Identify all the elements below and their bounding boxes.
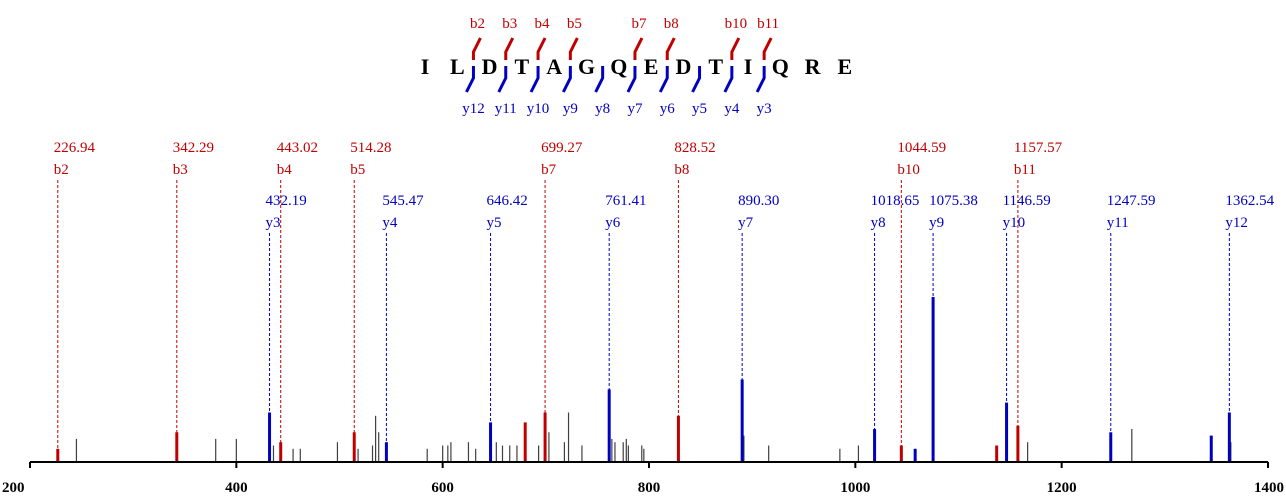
b-ion-mz-label: 443.02 bbox=[277, 140, 318, 156]
sequence-y-ion-label: y4 bbox=[724, 101, 740, 117]
y-ion-mz-label: 1146.59 bbox=[1003, 193, 1051, 209]
sequence-y-cleavage-mark bbox=[658, 66, 669, 93]
x-axis-tick-label: 400 bbox=[225, 480, 248, 496]
sequence-y-ion-label: y8 bbox=[595, 101, 610, 117]
sequence-b-cleavage-mark bbox=[762, 37, 773, 60]
sequence-residue: R bbox=[805, 54, 822, 79]
sequence-residue: T bbox=[515, 54, 530, 79]
y-ion-mz-label: 432.19 bbox=[266, 193, 307, 209]
y-ion-mz-label: 1362.54 bbox=[1225, 193, 1274, 209]
y-ion-name-label: y6 bbox=[605, 215, 621, 231]
y-ion-name-label: y8 bbox=[871, 215, 886, 231]
sequence-b-ion-label: b4 bbox=[535, 16, 551, 32]
sequence-b-cleavage-mark bbox=[536, 37, 547, 60]
sequence-y-ion-label: y6 bbox=[660, 101, 676, 117]
sequence-y-cleavage-mark bbox=[529, 66, 540, 93]
b-ion-name-label: b10 bbox=[897, 162, 920, 178]
sequence-residue: L bbox=[450, 54, 465, 79]
sequence-y-cleavage-mark bbox=[755, 66, 766, 93]
y-ion-name-label: y10 bbox=[1003, 215, 1026, 231]
b-ion-name-label: b8 bbox=[674, 162, 689, 178]
sequence-b-ion-label: b8 bbox=[664, 16, 679, 32]
y-ion-name-label: y9 bbox=[929, 215, 944, 231]
sequence-b-cleavage-mark bbox=[504, 37, 515, 60]
b-ion-name-label: b5 bbox=[350, 162, 365, 178]
sequence-y-cleavage-mark bbox=[691, 66, 702, 93]
y-ion-name-label: y12 bbox=[1225, 215, 1248, 231]
sequence-b-ion-label: b7 bbox=[631, 16, 647, 32]
sequence-residue: A bbox=[546, 54, 562, 79]
b-ion-mz-label: 828.52 bbox=[674, 140, 715, 156]
spectrum-peaks bbox=[56, 297, 1232, 462]
y-ion-mz-label: 1018.65 bbox=[871, 193, 920, 209]
sequence-y-cleavage-mark bbox=[723, 66, 734, 93]
sequence-residue: G bbox=[578, 54, 595, 79]
sequence-b-ion-label: b3 bbox=[502, 16, 517, 32]
sequence-y-cleavage-mark bbox=[562, 66, 572, 93]
b-ion-mz-label: 342.29 bbox=[173, 140, 214, 156]
sequence-b-cleavage-mark bbox=[471, 37, 482, 60]
x-axis-tick-label: 600 bbox=[431, 480, 454, 496]
y-ion-mz-label: 1075.38 bbox=[929, 193, 978, 209]
sequence-residue: E bbox=[644, 54, 659, 79]
sequence-y-cleavage-mark bbox=[497, 66, 508, 93]
b-ion-name-label: b3 bbox=[173, 162, 188, 178]
y-ion-name-label: y3 bbox=[266, 215, 281, 231]
y-ion-name-label: y5 bbox=[487, 215, 502, 231]
x-axis: 200 400 600 800 1000 1200 1400 bbox=[2, 461, 1284, 496]
b-ion-mz-label: 699.27 bbox=[541, 140, 583, 156]
sequence-residue: I bbox=[421, 54, 430, 79]
b-ion-mz-label: 226.94 bbox=[54, 140, 96, 156]
sequence-y-ion-label: y3 bbox=[757, 101, 772, 117]
sequence-b-ion-label: b5 bbox=[567, 16, 582, 32]
sequence-b-ion-label: b10 bbox=[725, 16, 748, 32]
sequence-residue: I bbox=[744, 54, 753, 79]
sequence-residue: Q bbox=[610, 54, 627, 79]
x-axis-tick-label: 1000 bbox=[840, 480, 870, 496]
y-ion-mz-label: 890.30 bbox=[738, 193, 779, 209]
y-ion-mz-label: 761.41 bbox=[605, 193, 646, 209]
sequence-residue: D bbox=[482, 54, 498, 79]
sequence-residue: T bbox=[708, 54, 723, 79]
x-axis-tick-label: 800 bbox=[638, 480, 661, 496]
sequence-y-cleavage-mark bbox=[626, 66, 637, 93]
sequence-b-ion-label: b2 bbox=[470, 16, 485, 32]
y-ion-mz-label: 646.42 bbox=[487, 193, 528, 209]
sequence-b-cleavage-mark bbox=[665, 37, 676, 60]
sequence-y-ion-label: y9 bbox=[563, 101, 578, 117]
sequence-y-cleavage-mark bbox=[465, 66, 475, 93]
b-ion-name-label: b7 bbox=[541, 162, 557, 178]
y-ion-name-label: y4 bbox=[382, 215, 398, 231]
sequence-b-ion-label: b11 bbox=[757, 16, 779, 32]
sequence-residue: E bbox=[838, 54, 853, 79]
sequence-y-cleavage-mark bbox=[594, 66, 605, 93]
sequence-b-cleavage-mark bbox=[568, 37, 579, 60]
sequence-y-ion-label: y5 bbox=[692, 101, 707, 117]
sequence-b-cleavage-mark bbox=[633, 37, 644, 60]
b-ion-name-label: b2 bbox=[54, 162, 69, 178]
b-ion-name-label: b4 bbox=[277, 162, 293, 178]
sequence-y-ion-label: y12 bbox=[462, 101, 485, 117]
sequence-y-ion-label: y10 bbox=[527, 101, 550, 117]
sequence-y-ion-label: y11 bbox=[495, 101, 517, 117]
b-ion-name-label: b11 bbox=[1014, 162, 1036, 178]
y-ion-name-label: y11 bbox=[1107, 215, 1129, 231]
y-ion-name-label: y7 bbox=[738, 215, 754, 231]
sequence-residue: Q bbox=[772, 54, 789, 79]
sequence-b-cleavage-mark bbox=[730, 37, 741, 60]
annotation-guides bbox=[57, 180, 1230, 462]
b-ion-mz-label: 1044.59 bbox=[897, 140, 946, 156]
x-axis-tick-label: 1200 bbox=[1047, 480, 1077, 496]
peak-labels: 226.94 b2 342.29 b3 443.02 b4 514.28 b5 699.27 b7… bbox=[54, 140, 1275, 231]
x-axis-tick-label: 1400 bbox=[1254, 480, 1284, 496]
b-ion-mz-label: 514.28 bbox=[350, 140, 391, 156]
sequence-residue: D bbox=[675, 54, 691, 79]
y-ion-mz-label: 545.47 bbox=[382, 193, 424, 209]
b-ion-mz-label: 1157.57 bbox=[1014, 140, 1063, 156]
x-axis-tick-label: 200 bbox=[2, 480, 25, 496]
y-ion-mz-label: 1247.59 bbox=[1107, 193, 1156, 209]
sequence-y-ion-label: y7 bbox=[627, 101, 643, 117]
